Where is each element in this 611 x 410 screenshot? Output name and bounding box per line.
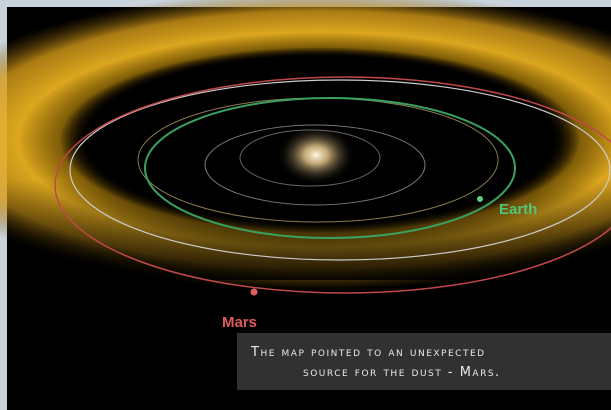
caption-line: The map pointed to an unexpected [250, 345, 486, 360]
mars-dot [251, 289, 258, 296]
earth-label: Earth [499, 201, 537, 218]
caption-box [237, 333, 611, 390]
caption-line: source for the dust - Mars. [303, 365, 501, 380]
sun [276, 125, 356, 185]
page: Earth Mars The map pointed to an unexpec… [0, 0, 611, 410]
frame: Earth Mars The map pointed to an unexpec… [0, 0, 611, 410]
mars-label: Mars [222, 314, 257, 331]
earth-dot [477, 196, 483, 202]
